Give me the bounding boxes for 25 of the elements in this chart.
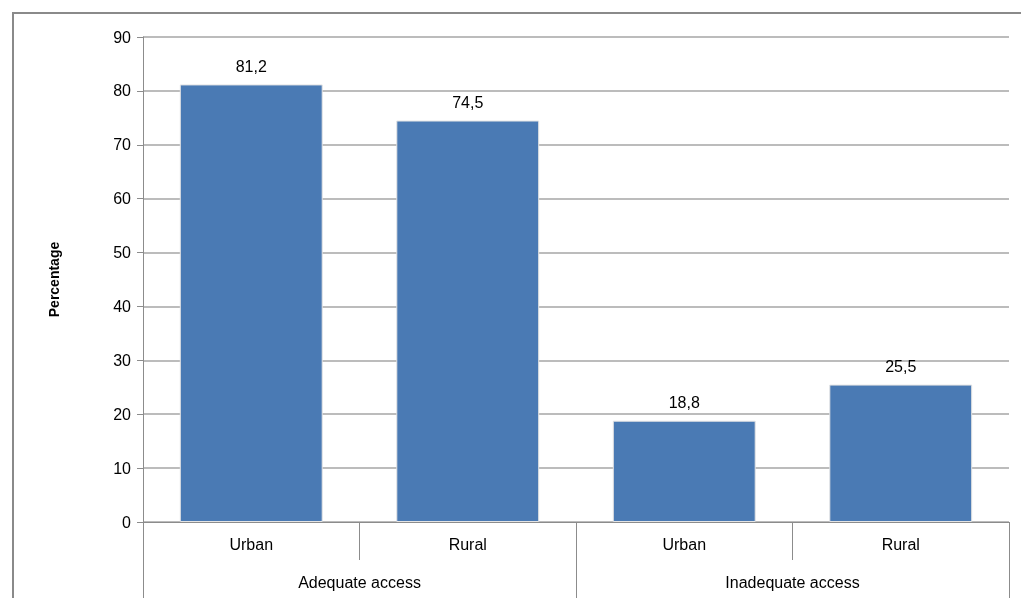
bar (179, 84, 323, 522)
y-tick-label: 50 (113, 244, 132, 262)
y-tick-label: 10 (113, 459, 132, 477)
bar (396, 120, 540, 522)
data-label: 74,5 (452, 94, 484, 112)
data-label: 18,8 (668, 394, 700, 412)
y-tick-label: 0 (122, 513, 132, 531)
y-axis-title: Percentage (46, 241, 62, 318)
x-tick-label: Urban (229, 535, 274, 553)
data-label: 81,2 (235, 57, 267, 75)
y-tick-label: 40 (113, 297, 132, 315)
bar (829, 384, 973, 522)
y-tick-label: 90 (113, 28, 132, 46)
y-tick-label: 80 (113, 82, 132, 100)
data-label: 25,5 (885, 358, 917, 376)
x-tick-label: Rural (448, 535, 487, 553)
text: Inadequate access (725, 573, 860, 591)
y-tick-label: 60 (113, 190, 132, 208)
text: Adequate access (298, 573, 421, 591)
bar (612, 420, 756, 522)
x-tick-label: Rural (881, 535, 920, 553)
x-tick-label: Urban (662, 535, 707, 553)
y-tick-label: 30 (113, 351, 132, 369)
y-tick-label: 70 (113, 136, 132, 154)
y-tick-label: 20 (113, 405, 132, 423)
